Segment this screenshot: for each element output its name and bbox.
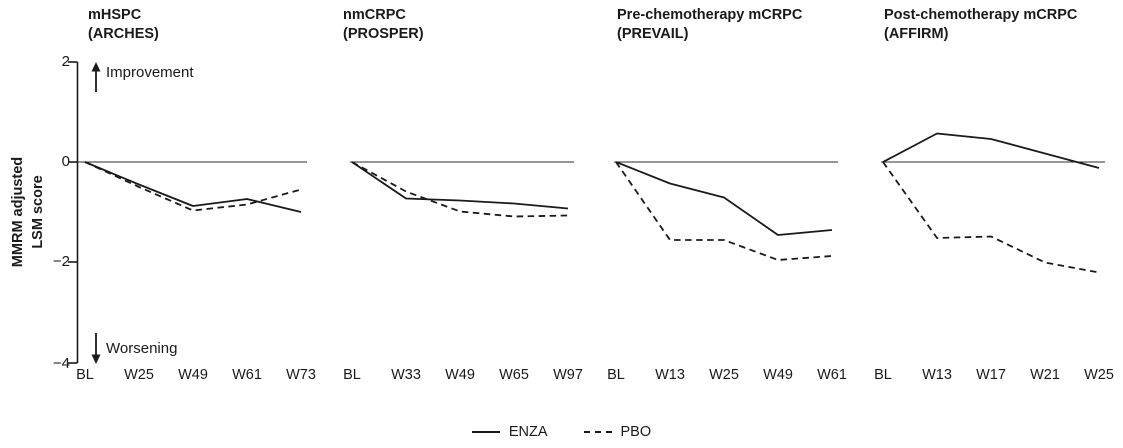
- dashed-line-swatch-icon: [583, 431, 612, 433]
- x-tick: W33: [391, 367, 421, 383]
- series-line-pbo: [351, 161, 569, 218]
- legend: ENZA PBO: [0, 424, 1123, 440]
- x-tick: BL: [76, 367, 94, 383]
- x-tick: W49: [178, 367, 208, 383]
- panel-title-arches: mHSPC (ARCHES): [88, 7, 159, 43]
- legend-item-enza: ENZA: [471, 424, 548, 440]
- series-line-enza: [882, 132, 1100, 169]
- x-tick: W49: [763, 367, 793, 383]
- x-tick: BL: [607, 367, 625, 383]
- x-tick: W49: [445, 367, 475, 383]
- y-tick-neg4: −4: [52, 355, 70, 372]
- y-tick-neg2: −2: [52, 253, 70, 270]
- legend-item-pbo: PBO: [583, 424, 652, 440]
- improvement-label: Improvement: [106, 64, 194, 81]
- y-tick-2: 2: [61, 53, 70, 70]
- x-tick: W21: [1030, 367, 1060, 383]
- x-tick: W73: [286, 367, 316, 383]
- x-tick: W25: [124, 367, 154, 383]
- legend-label-pbo: PBO: [620, 424, 652, 440]
- worsening-label: Worsening: [106, 340, 178, 357]
- y-tick-0: 0: [61, 153, 70, 170]
- x-tick: BL: [343, 367, 361, 383]
- x-tick: W61: [232, 367, 262, 383]
- x-tick: BL: [874, 367, 892, 383]
- y-axis-label: MMRM adjusted LSM score: [10, 156, 47, 268]
- x-tick: W65: [499, 367, 529, 383]
- x-tick: W25: [1084, 367, 1114, 383]
- series-line-pbo: [84, 161, 302, 212]
- panel-title-affirm: Post-chemotherapy mCRPC (AFFIRM): [884, 7, 1078, 43]
- panel-title-prevail: Pre-chemotherapy mCRPC (PREVAIL): [617, 7, 803, 43]
- x-tick: W97: [553, 367, 583, 383]
- x-tick: W13: [655, 367, 685, 383]
- series-line-enza: [351, 161, 569, 210]
- x-tick: W25: [709, 367, 739, 383]
- legend-label-enza: ENZA: [508, 424, 548, 440]
- x-tick: W61: [817, 367, 847, 383]
- panel-title-prosper: nmCRPC (PROSPER): [343, 7, 424, 43]
- series-line-pbo: [882, 161, 1100, 274]
- series-line-enza: [84, 161, 302, 213]
- x-tick: W13: [922, 367, 952, 383]
- series-line-pbo: [615, 161, 833, 261]
- solid-line-swatch-icon: [471, 431, 500, 433]
- x-tick: W17: [976, 367, 1006, 383]
- series-line-enza: [615, 161, 833, 236]
